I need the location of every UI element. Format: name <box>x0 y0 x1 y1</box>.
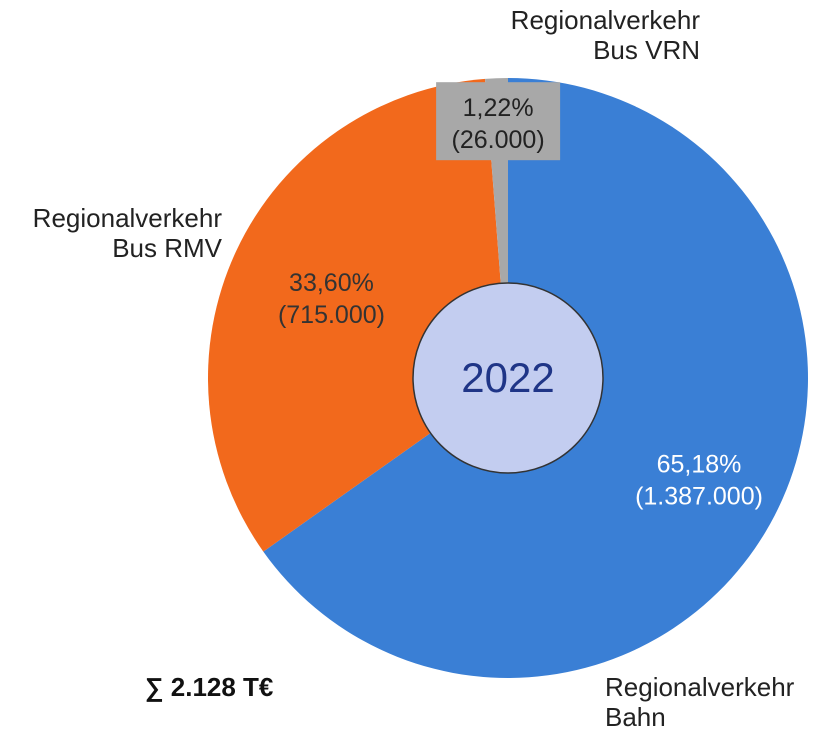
center-label: 2022 <box>461 354 554 401</box>
value-label-percent: 65,18% <box>657 451 742 479</box>
value-label: 1,22% (26.000) <box>452 94 545 154</box>
value-label-percent: 1,22% <box>463 94 534 122</box>
total-label: ∑ 2.128 T€ <box>145 672 274 702</box>
value-label: 65,18% (1.387.000) <box>635 451 763 511</box>
value-label-amount: (1.387.000) <box>635 483 763 511</box>
category-label: Regionalverkehr Bahn <box>605 672 795 732</box>
category-label: Regionalverkehr Bus RMV <box>32 203 222 263</box>
center-circle <box>412 282 604 474</box>
pie-slice <box>208 78 508 552</box>
category-label: Regionalverkehr Bus VRN <box>510 5 700 65</box>
value-label-percent: 33,60% <box>289 269 374 297</box>
value-label-amount: (715.000) <box>278 301 385 329</box>
label-background <box>436 82 561 161</box>
value-label-amount: (26.000) <box>452 126 545 154</box>
value-label: 33,60% (715.000) <box>278 269 385 329</box>
